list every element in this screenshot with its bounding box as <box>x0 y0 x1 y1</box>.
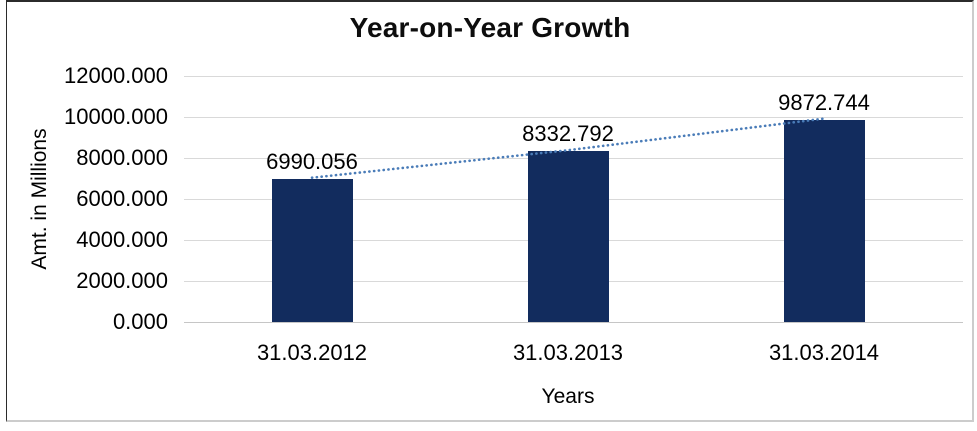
gridline <box>184 76 963 77</box>
x-axis-title: Years <box>541 385 595 408</box>
y-tick-label: 4000.000 <box>76 227 168 252</box>
bar <box>784 120 865 322</box>
y-tick-label: 6000.000 <box>76 186 168 211</box>
y-tick-label: 2000.000 <box>76 268 168 293</box>
bar <box>272 179 353 322</box>
data-label: 8332.792 <box>522 121 614 146</box>
data-label: 9872.744 <box>778 90 870 115</box>
data-label: 6990.056 <box>266 149 358 174</box>
chart-title: Year-on-Year Growth <box>349 12 631 43</box>
y-tick-label: 12000.000 <box>64 63 168 88</box>
y-tick-label: 8000.000 <box>76 145 168 170</box>
x-tick-label: 31.03.2014 <box>768 340 880 365</box>
y-tick-label: 0.000 <box>112 309 168 334</box>
y-tick-label: 10000.000 <box>64 104 168 129</box>
x-tick-label: 31.03.2013 <box>512 340 624 365</box>
x-axis-line <box>184 322 963 323</box>
bar <box>528 151 609 322</box>
gridline <box>184 117 963 118</box>
x-tick-label: 31.03.2012 <box>256 340 368 365</box>
